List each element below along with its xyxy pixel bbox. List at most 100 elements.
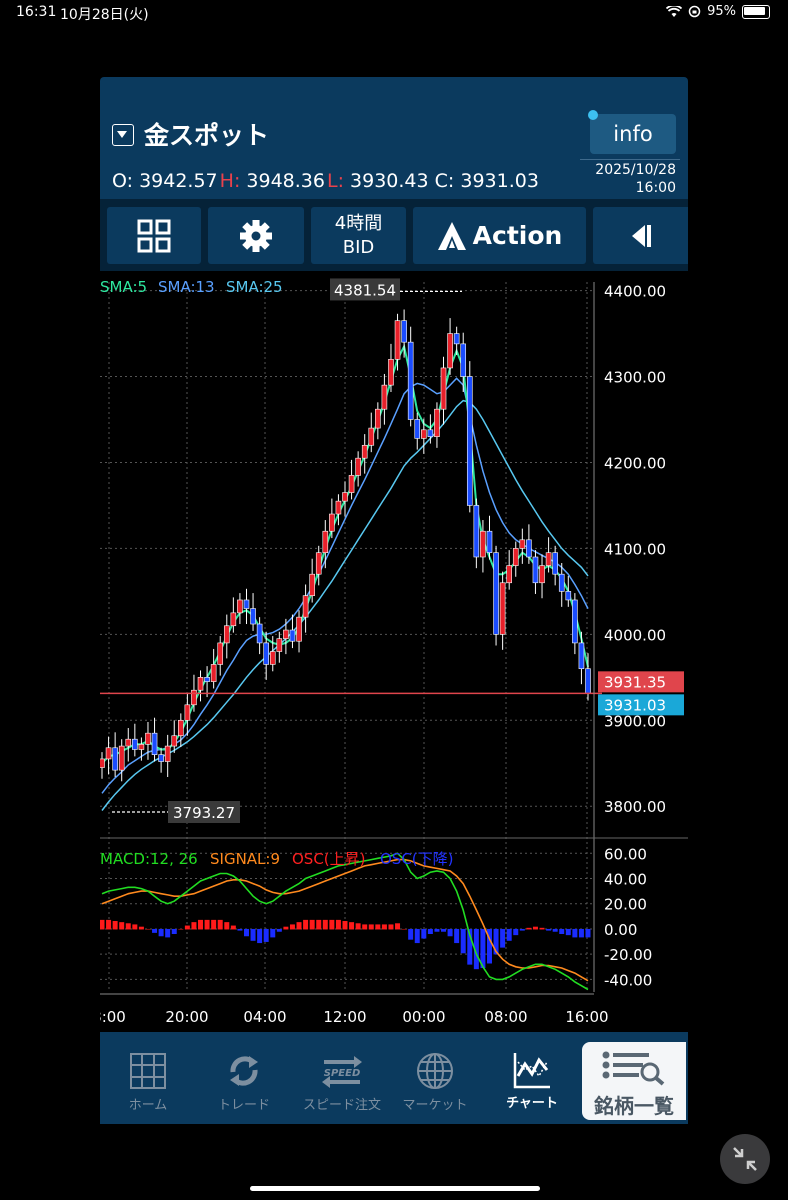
bar-time: 16:00 [635,180,676,196]
status-date: 10月28日(火) [60,7,149,23]
status-time: 16:31 [16,4,57,20]
candle-body [276,638,283,652]
price-chart[interactable]: 4381.54 3793.27 3931.35 3931.03 8:00 20:00 04… [92,272,688,1027]
candle-body [473,505,480,558]
osc-bar [546,928,552,931]
osc-bar [539,927,545,930]
candle-body [499,582,506,635]
candle-body [585,668,591,694]
candle-body [453,333,460,345]
candle-body [302,595,309,618]
macd-legend: MACD:12, 26 [100,850,198,868]
osc-bar [191,922,197,930]
nav-home[interactable]: ホーム [110,1032,186,1124]
action-button[interactable]: Action [413,207,586,264]
osc-bar [270,928,276,938]
candle-body [388,359,394,386]
settings-button[interactable] [208,207,304,264]
nav-market[interactable]: マーケット [394,1032,476,1124]
candle-body [532,556,539,584]
candle-body [421,429,427,439]
candle-body [250,608,256,625]
osc-bar [257,928,263,944]
ohlc-readout: O: 3942.57 H: 3948.36 L: 3930.43 C: 3931.0… [112,170,539,192]
candle-body [230,612,237,627]
osc-bar [276,928,282,932]
macd-tick: 0.00 [604,921,637,939]
candle-body [552,552,558,575]
osc-bar [493,928,499,955]
nav-symbol-list[interactable]: 銘柄一覧 [582,1042,686,1120]
bar-date: 2025/10/28 [595,162,676,178]
osc-bar [289,924,295,930]
osc-bar [224,922,230,930]
candle-body [105,747,112,760]
candle-body [269,651,276,665]
collapse-panel-button[interactable] [593,207,688,264]
home-grid-icon [130,1053,166,1089]
candle-body [361,444,368,459]
candle-body [466,376,473,506]
candle-body [217,642,224,665]
candle-body [545,552,552,566]
info-button[interactable]: info [590,114,676,154]
low-marker-box [168,801,240,824]
osc-bar [99,919,105,930]
osc-bar [585,928,591,938]
candle-body [558,573,565,592]
symbol-dropdown-icon[interactable] [112,124,134,146]
nav-trade[interactable]: トレード [202,1032,286,1124]
candle-body [381,384,388,410]
osc-bar [513,928,519,936]
candle-body [539,565,545,584]
osc-bar [565,928,571,936]
osc-bar [217,919,223,930]
osc-bar [368,924,374,930]
open-label: O: [112,170,134,192]
osc-bar [283,926,289,930]
refresh-icon [230,1056,258,1086]
low-label: L: [326,170,344,192]
sma13-line [101,377,589,794]
osc-bar [467,928,473,965]
osc-bar [381,924,387,930]
osc-bar [158,928,164,937]
osc-bar [138,926,144,930]
osc-bar [506,928,512,941]
osc-bar [559,928,565,934]
osc-bar [243,928,249,937]
osc-bar [572,928,578,938]
osc-bar [171,928,177,934]
chart-toolbar: 4時間 BID Action [100,199,688,271]
chart-canvas[interactable]: 4381.54 3793.27 3931.35 3931.03 8:00 20:00 04… [92,272,688,1027]
osc-bar [263,928,269,942]
sma13-legend: SMA:13 [158,278,215,296]
interval-button[interactable]: 4時間 BID [311,207,406,264]
candle-body [204,677,210,682]
osc-bar [388,924,394,930]
price-tick: 4400.00 [604,283,666,301]
candle-body [486,530,493,554]
nav-speed-order[interactable]: SPEED スピード注文 [292,1032,392,1124]
ask-price-label: 3931.03 [604,696,666,714]
layout-button[interactable] [107,207,201,264]
battery-icon [742,4,770,19]
ask-price-box [598,694,684,716]
osc-bar [526,927,532,930]
chart-icon [513,1053,550,1089]
candle-body [335,500,342,515]
candle-body [394,320,401,360]
minimize-button[interactable] [720,1134,770,1184]
candle-body [184,704,191,721]
wifi-icon [666,5,683,17]
speed-icon: SPEED [322,1056,362,1088]
osc-bar [355,923,361,930]
osc-bar [454,928,460,944]
price-tick: 4300.00 [604,369,666,387]
candle-body [519,539,526,549]
nav-chart[interactable]: チャート [492,1032,572,1124]
candle-body [578,642,585,670]
candle-body [138,744,145,750]
action-logo-icon [437,221,466,250]
symbol-name[interactable]: 金スポット [144,121,270,150]
